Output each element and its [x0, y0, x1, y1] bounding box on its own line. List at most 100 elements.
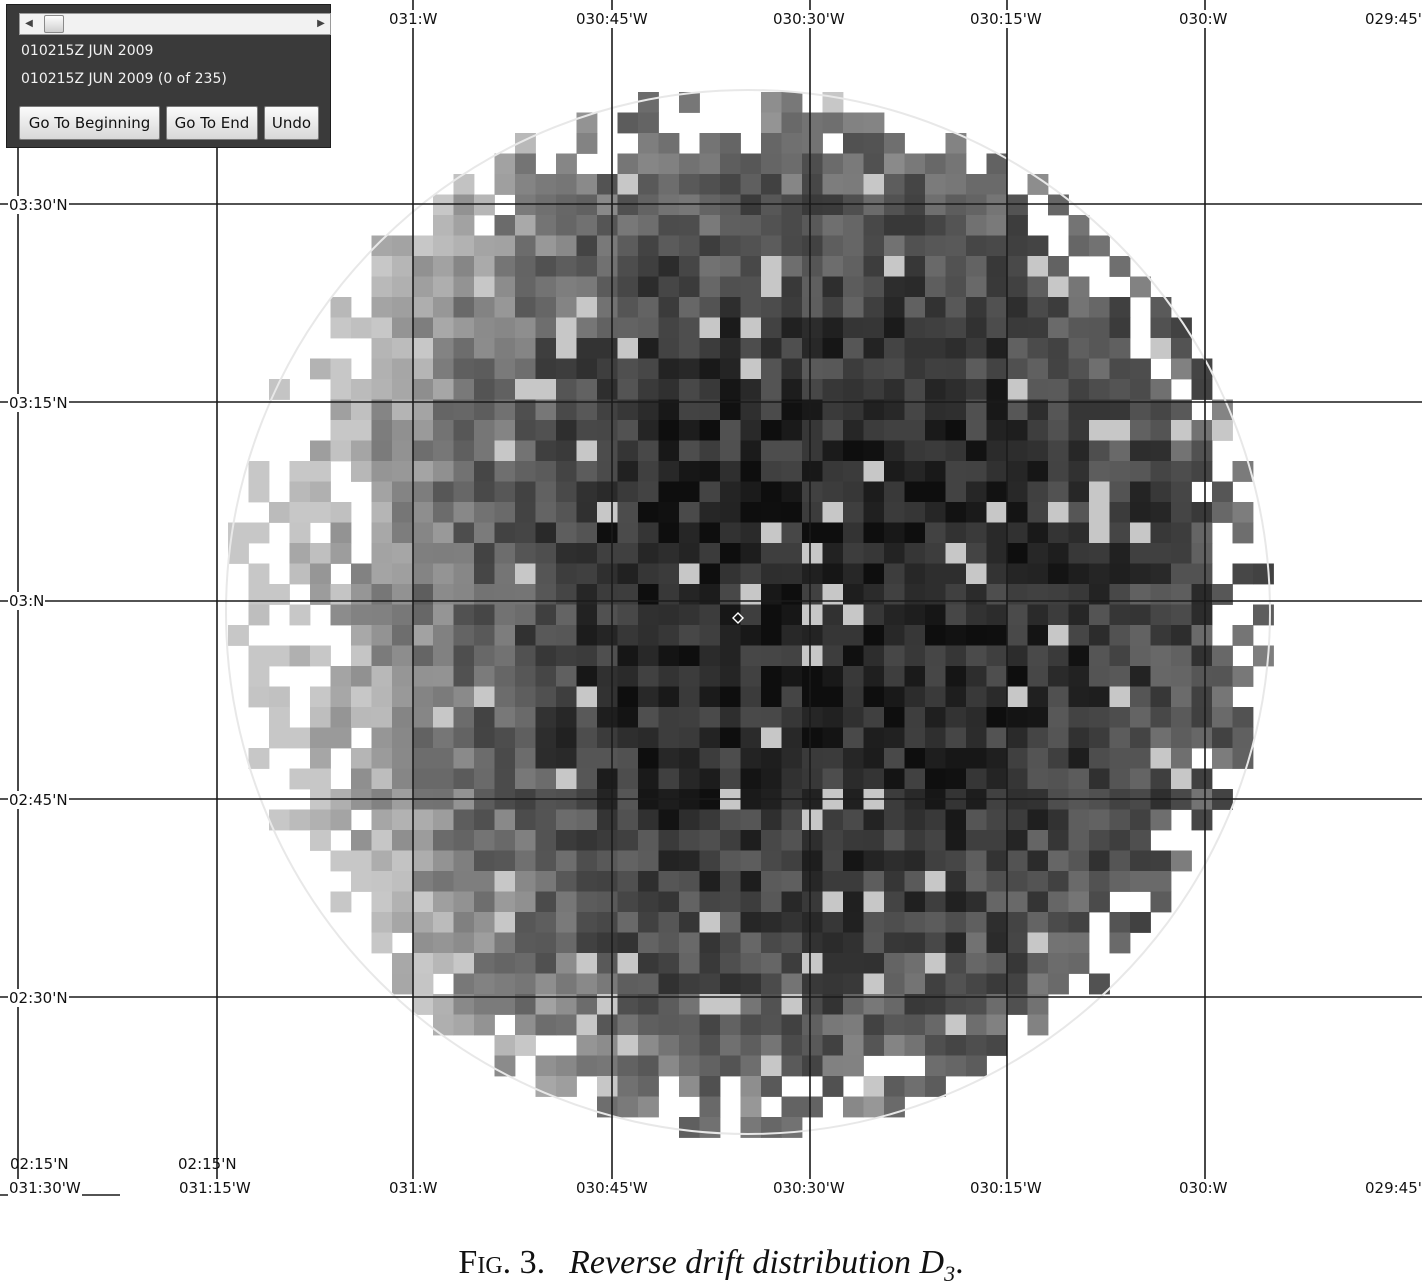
triangle-right-icon[interactable]: ▶ [317, 18, 325, 29]
probability-cell [330, 420, 352, 441]
probability-cell [679, 912, 700, 933]
probability-cell [269, 707, 290, 728]
drift-map[interactable]: 031:W 030:45'W 030:30'W 030:15'W 030:W 0… [0, 0, 1422, 1215]
probability-cell [781, 440, 803, 462]
triangle-left-icon[interactable]: ◀ [25, 18, 33, 29]
probability-cell [1007, 809, 1028, 831]
probability-cell [638, 543, 659, 564]
probability-cell [1027, 809, 1049, 831]
probability-cell [761, 215, 782, 236]
probability-cell [986, 932, 1008, 954]
probability-cell [761, 235, 782, 257]
probability-cell [843, 379, 864, 400]
probability-cell [371, 850, 393, 872]
probability-cell [986, 748, 1008, 769]
probability-cell [474, 420, 495, 441]
probability-cell [289, 604, 311, 626]
probability-cell [802, 912, 823, 933]
probability-cell [351, 604, 372, 626]
probability-cell [945, 686, 967, 708]
probability-cell [617, 420, 639, 441]
probability-cell [310, 645, 331, 667]
probability-cell [1007, 932, 1028, 954]
probability-cell [1048, 584, 1069, 605]
probability-cell [679, 358, 700, 380]
probability-cell [720, 522, 741, 544]
probability-cell [1109, 912, 1131, 933]
probability-cell [351, 379, 372, 400]
probability-cell [1232, 502, 1254, 523]
probability-cell [330, 297, 352, 318]
probability-cell [720, 174, 741, 195]
probability-cell [1027, 768, 1049, 790]
probability-cell [638, 645, 659, 667]
probability-cell [925, 338, 946, 359]
go-to-end-button[interactable]: Go To End [166, 106, 258, 140]
probability-cell [638, 502, 659, 523]
probability-cell [269, 727, 290, 749]
probability-cell [761, 522, 782, 544]
probability-cell [1048, 502, 1069, 523]
probability-cell [1109, 338, 1131, 359]
probability-cell [966, 358, 987, 380]
probability-cell [679, 891, 700, 913]
probability-cell [392, 502, 413, 523]
probability-cell [904, 830, 926, 851]
undo-button[interactable]: Undo [264, 106, 319, 140]
probability-cell [1089, 830, 1110, 851]
probability-cell [802, 338, 823, 359]
probability-cell [884, 317, 905, 339]
probability-cell [740, 953, 762, 974]
time-slider[interactable]: ◀ ▶ [19, 13, 331, 35]
probability-cell [638, 358, 659, 380]
probability-cell [679, 830, 700, 851]
probability-cell [699, 440, 721, 462]
probability-cell [720, 666, 741, 687]
probability-cell [576, 1035, 598, 1056]
probability-cell [699, 297, 721, 318]
probability-cell [863, 174, 885, 195]
probability-cell [843, 707, 864, 728]
probability-cell [1089, 461, 1110, 482]
probability-cell [863, 461, 885, 482]
probability-cell [863, 666, 885, 687]
probability-cell [781, 1117, 803, 1138]
probability-cell [781, 92, 803, 113]
probability-cell [1007, 522, 1028, 544]
probability-cell [289, 563, 311, 585]
probability-cell [1171, 584, 1192, 605]
probability-cell [494, 440, 516, 462]
probability-cell [658, 502, 680, 523]
probability-cell [986, 174, 1008, 195]
probability-cell [658, 297, 680, 318]
probability-cell [925, 850, 946, 872]
diamond-marker-icon[interactable] [732, 612, 744, 624]
probability-cell [535, 379, 557, 400]
probability-cell [617, 625, 639, 646]
probability-cell [843, 584, 864, 605]
probability-cell [761, 379, 782, 400]
probability-cell [884, 276, 905, 298]
map-canvas[interactable] [0, 0, 1422, 1215]
probability-cell [822, 912, 844, 933]
probability-cell [761, 686, 782, 708]
probability-cell [822, 584, 844, 605]
probability-cell [904, 1014, 926, 1036]
probability-cell [433, 440, 454, 462]
probability-cell [474, 194, 495, 216]
probability-cell [1171, 420, 1192, 441]
probability-cell [392, 748, 413, 769]
probability-cell [1007, 830, 1028, 851]
probability-cell [863, 871, 885, 892]
probability-cell [1007, 481, 1028, 503]
probability-cell [1171, 481, 1192, 503]
probability-cell [884, 830, 905, 851]
go-to-beginning-button[interactable]: Go To Beginning [19, 106, 160, 140]
probability-cell [966, 522, 987, 544]
probability-cell [371, 256, 393, 277]
probability-cell [1089, 235, 1110, 257]
time-slider-thumb[interactable] [44, 15, 64, 33]
probability-cell [966, 235, 987, 257]
probability-cell [740, 256, 762, 277]
probability-cell [904, 194, 926, 216]
